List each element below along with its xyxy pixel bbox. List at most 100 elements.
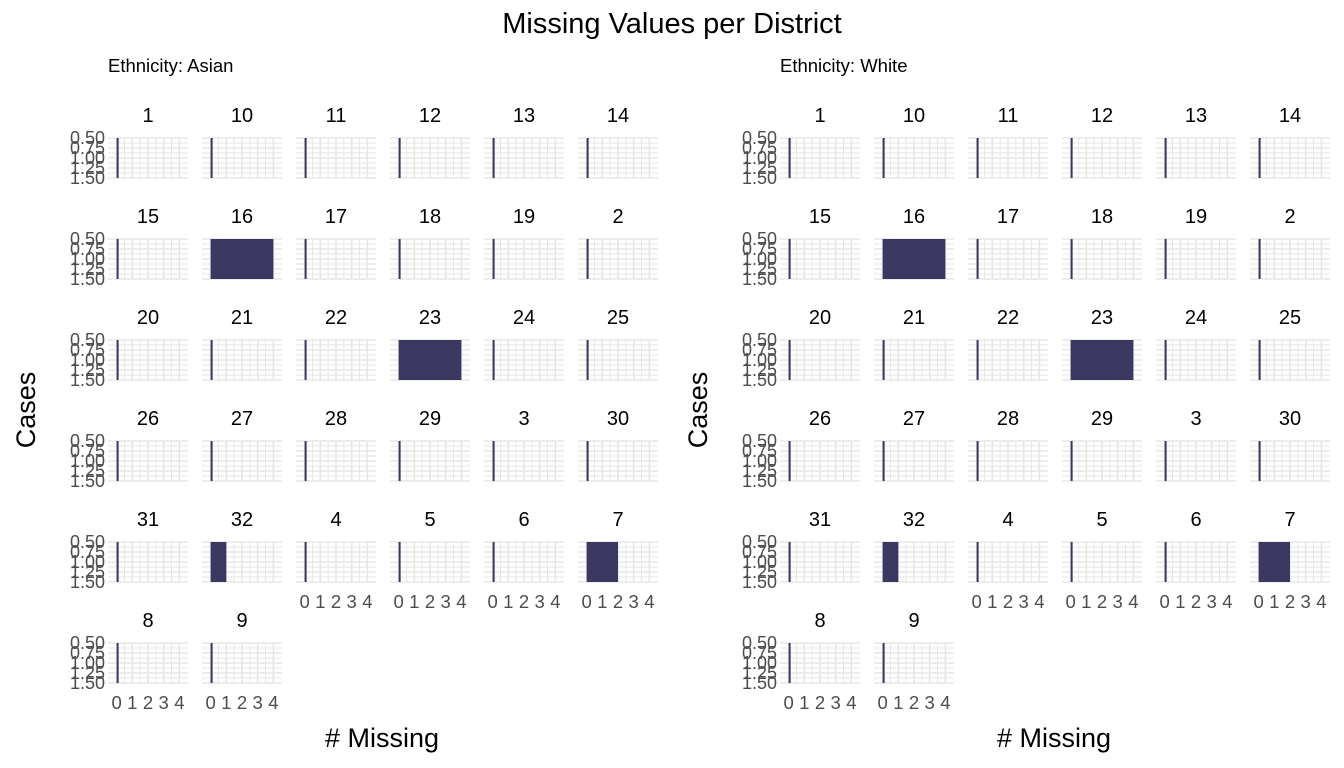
facet-district-7: 7 0 1 2 3 4 [1250,509,1330,612]
facet-grid [968,541,1048,583]
y-tick-label: 0.75 [70,340,105,360]
facet-grid [108,541,188,583]
x-tick-label: 4 [940,692,950,713]
x-tick-label: 3 [1207,591,1217,612]
x-tick-label: 4 [1316,591,1326,612]
facet-strip-label: 3 [518,408,529,430]
x-axis-title: # Missing [997,723,1111,753]
y-tick-label: 0.50 [70,532,105,552]
x-tick-label: 4 [1222,591,1232,612]
facet-district-1: 1 0.500.751.001.251.50 [742,105,860,188]
x-tick-label: 0 [111,692,121,713]
facet-grid [296,440,376,482]
facet-strip-label: 32 [903,509,925,531]
facet-strip-label: 19 [513,206,535,228]
facet-strip-label: 12 [419,105,441,127]
facet-district-32: 32 [202,509,282,583]
facet-strip-label: 9 [908,610,919,632]
x-tick-label: 0 [393,591,403,612]
facet-strip-label: 24 [513,307,535,329]
panel-title: Ethnicity: White [780,55,908,76]
facet-district-15: 15 0.500.751.001.251.50 [742,206,860,289]
x-tick-label: 4 [1034,591,1044,612]
bar-district-9 [882,643,885,683]
x-tick-label: 1 [987,591,997,612]
facet-strip-label: 29 [1091,408,1113,430]
bar-district-3 [492,441,495,481]
facet-strip-label: 28 [997,408,1019,430]
bar-district-20 [116,340,119,380]
y-tick-label: 1.00 [742,451,777,471]
bar-district-25 [586,340,589,380]
facet-district-10: 10 [202,105,282,179]
y-tick-label: 1.50 [70,673,105,693]
facet-strip-label: 11 [326,105,347,127]
facet-strip-label: 9 [236,610,247,632]
y-tick-label: 1.25 [70,461,105,481]
y-tick-label: 1.50 [70,471,105,491]
facet-strip-label: 1 [142,105,153,127]
x-tick-label: 1 [799,692,809,713]
facet-grid [874,137,954,179]
facet-strip-label: 6 [518,509,529,531]
bar-district-25 [1258,340,1261,380]
facet-district-21: 21 [874,307,954,381]
panel-white: Ethnicity: White 1 0.50 0.75 1.00 1.25 1.50 1 0 1… [683,55,1330,753]
facet-grid [108,238,188,280]
facet-strip-label: 18 [419,206,441,228]
facet-district-30: 30 [578,408,658,482]
y-tick-label: 1.00 [70,451,105,471]
facet-grid [390,137,470,179]
x-tick-label: 1 [1081,591,1091,612]
x-tick-label: 4 [456,591,466,612]
bar-district-7 [1258,542,1290,582]
x-tick-label: 2 [519,591,529,612]
facet-district-29: 29 [1062,408,1142,482]
x-tick-label: 4 [550,591,560,612]
bar-district-19 [1164,239,1167,279]
facet-district-25: 25 [1250,307,1330,381]
x-tick-label: 0 [877,692,887,713]
facet-grid [202,137,282,179]
y-tick-label: 0.75 [742,340,777,360]
y-tick-label: 0.50 [742,229,777,249]
facet-strip-label: 25 [607,307,629,329]
facet-strip-label: 5 [424,509,435,531]
facet-strip-label: 11 [998,105,1019,127]
y-tick-label: 0.75 [70,643,105,663]
bar-district-24 [1164,340,1167,380]
bar-district-22 [976,340,979,380]
facet-district-5: 5 0 1 2 3 4 [390,509,470,612]
bar-district-10 [882,138,885,178]
bar-district-12 [1070,138,1073,178]
facet-district-9: 9 0 1 2 3 4 [202,610,282,713]
facet-grid [484,440,564,482]
bar-district-24 [492,340,495,380]
facet-strip-label: 7 [1284,509,1295,531]
facet-grid [202,440,282,482]
x-tick-label: 4 [846,692,856,713]
x-tick-label: 4 [644,591,654,612]
x-tick-label: 3 [831,692,841,713]
facet-grid [780,339,860,381]
facet-grid [108,137,188,179]
bar-district-7 [586,542,618,582]
bar-district-32 [882,542,899,582]
facet-strip-label: 27 [231,408,253,430]
facet-district-13: 13 [484,105,564,179]
y-tick-label: 1.25 [742,259,777,279]
x-tick-label: 0 [581,591,591,612]
facet-district-1: 1 0.500.751.001.251.50 [70,105,188,188]
bar-district-17 [976,239,979,279]
y-tick-label: 0.50 [742,532,777,552]
facet-strip-label: 17 [325,206,347,228]
facet-district-24: 24 [484,307,564,381]
y-tick-label: 1.25 [742,158,777,178]
facet-grid [578,339,658,381]
facet-strip-label: 1 [814,105,825,127]
y-tick-label: 1.50 [742,471,777,491]
facet-district-20: 20 0.500.751.001.251.50 [70,307,188,390]
x-tick-label: 4 [268,692,278,713]
